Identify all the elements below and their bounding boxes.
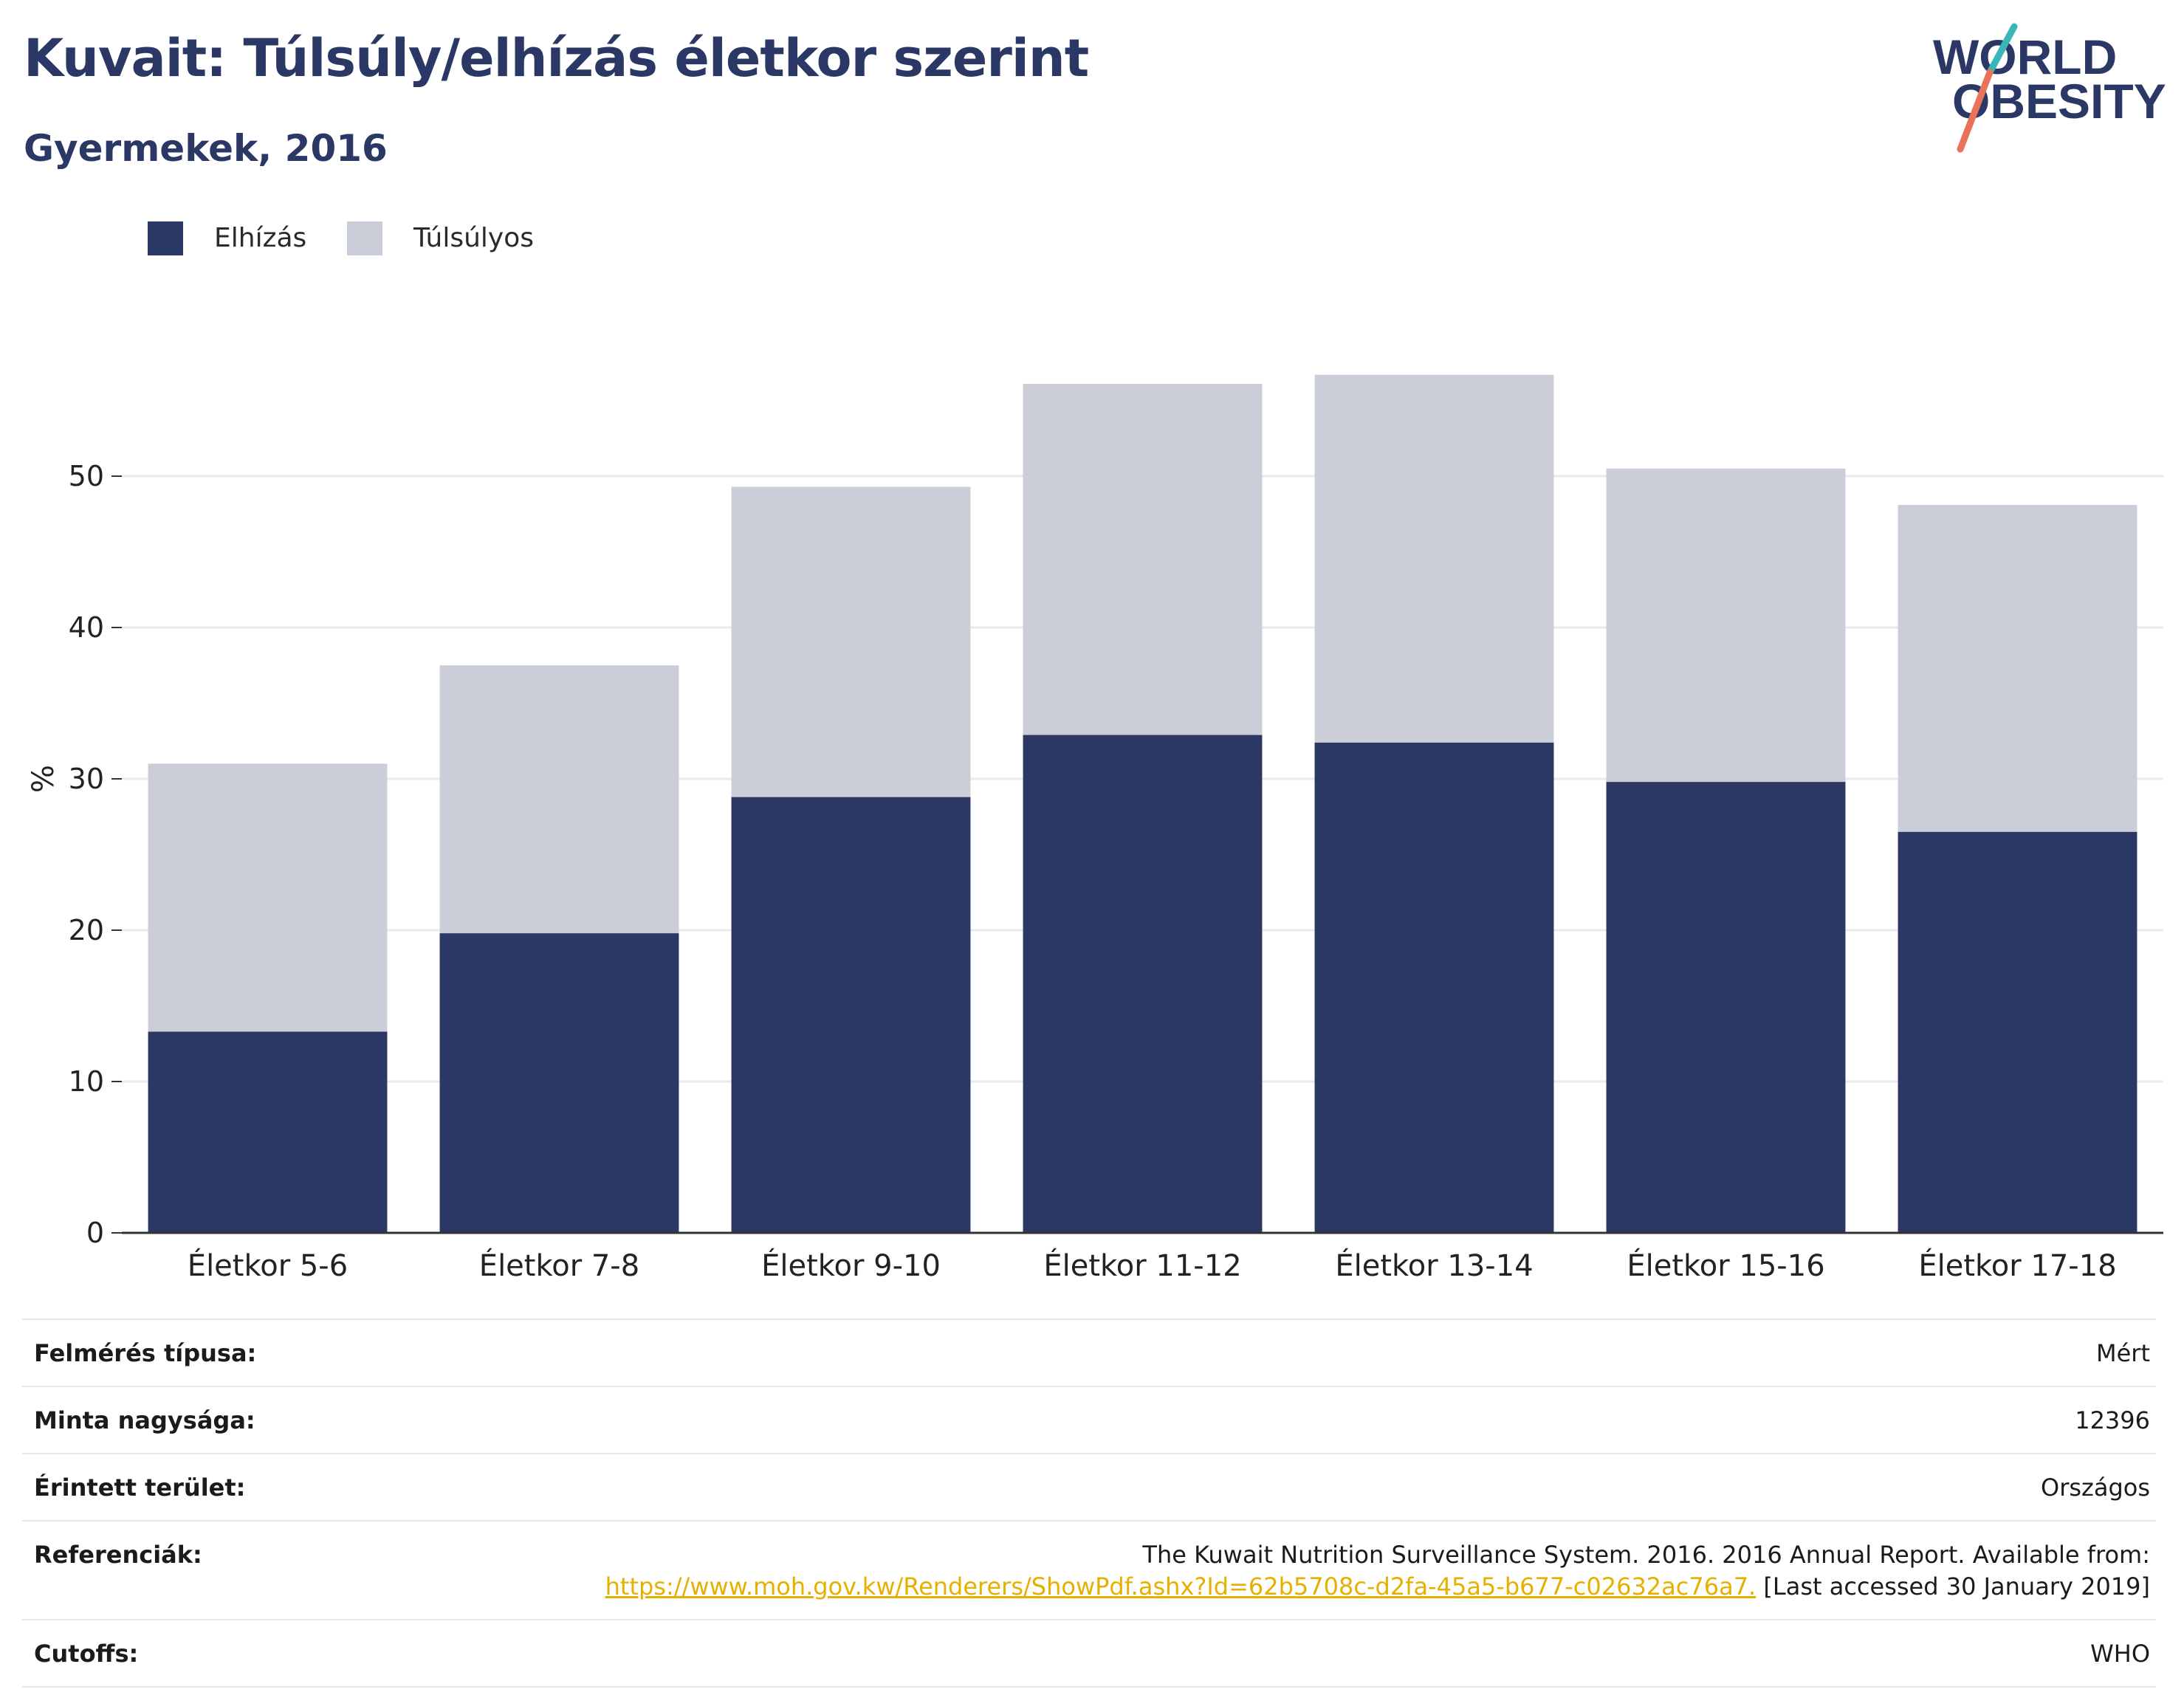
meta-label-sample-size: Minta nagysága: <box>34 1406 255 1434</box>
meta-value-cutoffs: WHO <box>2090 1640 2150 1668</box>
meta-value-area: Országos <box>2041 1474 2150 1502</box>
reference-accessed: [Last accessed 30 January 2019] <box>1756 1572 2150 1601</box>
reference-text: The Kuwait Nutrition Surveillance System… <box>1142 1541 2150 1569</box>
bar-obesity-6 <box>1898 831 2137 1233</box>
survey-info-table: Felmérés típusa: Mért Minta nagysága: 12… <box>22 1318 2156 1688</box>
reference-link[interactable]: https://www.moh.gov.kw/Renderers/ShowPdf… <box>605 1572 1757 1601</box>
meta-value-survey-type: Mért <box>2096 1339 2150 1367</box>
y-tick-label-50: 50 <box>69 460 104 492</box>
stacked-bar-chart: 0 10 20 30 40 50% Életkor 5-6 Életkor 7-8 Életko… <box>27 374 2163 1283</box>
bar-obesity-4 <box>1314 742 1554 1233</box>
x-tick-label-2: Életkor 9-10 <box>761 1248 941 1283</box>
y-tick-label-20: 20 <box>69 914 104 946</box>
bar-overweight-0 <box>148 763 388 1032</box>
y-axis-label: % <box>27 765 61 793</box>
meta-row-sample-size: Minta nagysága: 12396 <box>22 1386 2156 1453</box>
meta-label-area: Érintett terület: <box>34 1474 246 1502</box>
legend-label-obesity: Elhízás <box>214 223 307 253</box>
y-tick-label-0: 0 <box>86 1217 104 1249</box>
logo-slash-teal <box>1986 23 2018 76</box>
bar-overweight-2 <box>731 487 971 797</box>
bar-overweight-5 <box>1606 468 1846 783</box>
bar-obesity-5 <box>1606 782 1846 1233</box>
logo-line-world: WORLD <box>1933 30 2117 84</box>
x-tick-label-6: Életkor 17-18 <box>1918 1248 2116 1283</box>
x-tick-label-1: Életkor 7-8 <box>479 1248 639 1283</box>
x-tick-label-0: Életkor 5-6 <box>188 1248 348 1283</box>
meta-value-references: The Kuwait Nutrition Surveillance System… <box>22 1522 2156 1619</box>
x-tick-label-4: Életkor 13-14 <box>1335 1248 1533 1283</box>
y-tick-label-10: 10 <box>69 1065 104 1098</box>
chart-subtitle: Gyermekek, 2016 <box>24 127 388 170</box>
bar-overweight-4 <box>1314 374 1554 743</box>
logo-slash-coral <box>1957 69 1994 153</box>
bar-obesity-1 <box>439 933 679 1233</box>
legend-label-overweight: Túlsúlyos <box>413 223 535 253</box>
world-obesity-logo: WORLD OBESITY <box>1933 23 2166 153</box>
bar-obesity-3 <box>1023 735 1263 1233</box>
meta-row-references: Referenciák: The Kuwait Nutrition Survei… <box>22 1520 2156 1619</box>
bar-overweight-6 <box>1898 504 2137 832</box>
meta-value-sample-size: 12396 <box>2075 1406 2150 1434</box>
x-tick-label-3: Életkor 11-12 <box>1043 1248 1241 1283</box>
bar-obesity-0 <box>148 1031 388 1233</box>
meta-label-references: Referenciák: <box>34 1541 202 1569</box>
meta-label-survey-type: Felmérés típusa: <box>34 1339 257 1367</box>
meta-row-survey-type: Felmérés típusa: Mért <box>22 1318 2156 1386</box>
meta-row-cutoffs: Cutoffs: WHO <box>22 1619 2156 1688</box>
legend-swatch-overweight <box>347 221 382 255</box>
meta-row-area: Érintett terület: Országos <box>22 1453 2156 1520</box>
bar-overweight-3 <box>1023 383 1263 735</box>
meta-label-cutoffs: Cutoffs: <box>34 1640 139 1668</box>
x-tick-label-5: Életkor 15-16 <box>1627 1248 1824 1283</box>
y-tick-label-40: 40 <box>69 611 104 644</box>
bar-overweight-1 <box>439 665 679 934</box>
y-tick-label-30: 30 <box>69 763 104 795</box>
bar-obesity-2 <box>731 797 971 1233</box>
chart-title: Kuvait: Túlsúly/elhízás életkor szerint <box>24 28 1089 89</box>
legend-swatch-obesity <box>148 221 183 255</box>
